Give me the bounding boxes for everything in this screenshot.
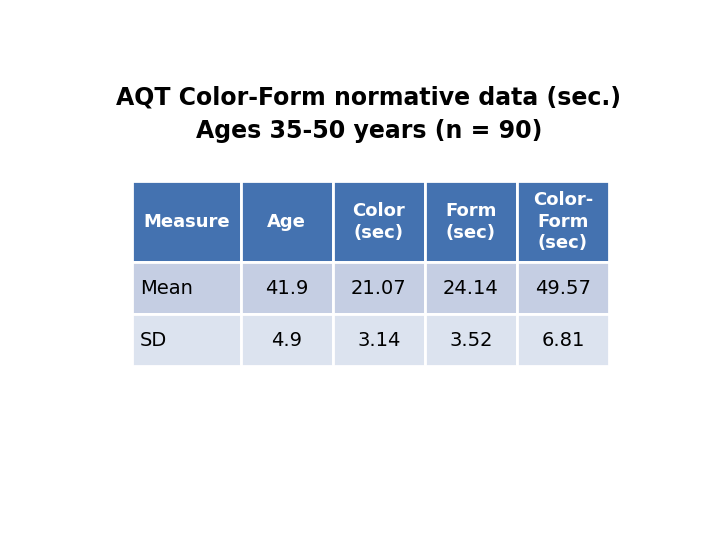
Text: 49.57: 49.57 xyxy=(535,279,591,298)
Bar xyxy=(425,314,517,366)
Text: 41.9: 41.9 xyxy=(265,279,308,298)
Bar xyxy=(132,181,240,262)
Text: Measure: Measure xyxy=(143,213,230,231)
Bar xyxy=(132,314,240,366)
Bar xyxy=(240,181,333,262)
Bar xyxy=(240,262,333,314)
Bar xyxy=(425,262,517,314)
Text: Mean: Mean xyxy=(140,279,193,298)
Bar xyxy=(333,314,425,366)
Bar xyxy=(517,262,609,314)
Bar xyxy=(333,262,425,314)
Text: Age: Age xyxy=(267,213,306,231)
Bar xyxy=(517,314,609,366)
Text: 21.07: 21.07 xyxy=(351,279,407,298)
Text: SD: SD xyxy=(140,331,168,350)
Text: AQT Color-Form normative data (sec.)
Ages 35-50 years (n = 90): AQT Color-Form normative data (sec.) Age… xyxy=(117,85,621,143)
Text: 3.52: 3.52 xyxy=(449,331,492,350)
Text: 3.14: 3.14 xyxy=(357,331,400,350)
Bar xyxy=(517,181,609,262)
Bar xyxy=(132,262,240,314)
Bar xyxy=(333,181,425,262)
Bar xyxy=(425,181,517,262)
Text: Color-
Form
(sec): Color- Form (sec) xyxy=(533,191,593,252)
Text: Color
(sec): Color (sec) xyxy=(352,202,405,241)
Text: 4.9: 4.9 xyxy=(271,331,302,350)
Text: Form
(sec): Form (sec) xyxy=(445,202,497,241)
Bar xyxy=(240,314,333,366)
Text: 6.81: 6.81 xyxy=(541,331,585,350)
Text: 24.14: 24.14 xyxy=(443,279,499,298)
